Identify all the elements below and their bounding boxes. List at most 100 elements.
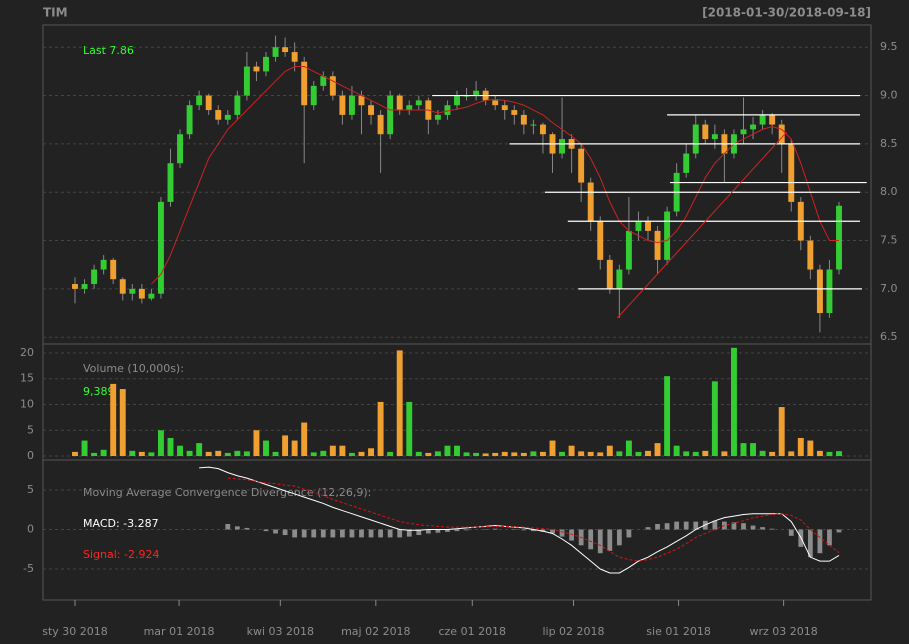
volume-bar [224,452,231,457]
candle-body [72,284,78,289]
candle-body [816,269,823,314]
volume-bar [387,451,394,457]
candle-body [215,110,222,120]
macd-histogram-bar [731,522,737,530]
y-tick-label: 8.0 [880,185,898,198]
y-tick-label: 0 [27,523,34,536]
macd-histogram-bar [683,521,689,530]
macd-histogram-bar [225,523,231,530]
volume-bar [511,452,518,457]
volume-bar [272,451,279,457]
volume-bar [72,451,78,457]
x-tick-label: cze 01 2018 [438,625,506,638]
macd-histogram-bar [244,527,250,530]
candle-body [91,269,98,285]
volume-bar [788,451,795,457]
volume-bar [377,401,384,457]
macd-histogram-bar [349,529,355,538]
candle-body [177,134,184,164]
volume-bar [587,451,594,457]
x-tick-label: sty 30 2018 [42,625,108,638]
volume-bar [778,407,785,457]
candle-body [826,269,833,314]
volume-bar [759,450,766,457]
volume-bar [578,451,585,457]
volume-bar [645,450,651,457]
candle-body [129,288,136,294]
volume-bar [750,443,757,457]
volume-bar [301,422,308,457]
volume-bar [177,445,184,457]
volume-bar [100,449,107,457]
macd-histogram-bar [760,527,765,530]
macd-histogram-bar [301,529,307,538]
volume-bar [291,440,298,457]
candle-body [196,95,203,106]
volume-bar [807,440,814,457]
macd-histogram-bar [464,529,469,531]
candle-body [444,105,451,115]
macd-histogram-bar [425,529,431,534]
volume-bar [683,451,690,457]
volume-bar [740,443,747,457]
macd-line [199,466,840,574]
volume-bar [730,347,737,457]
candle-body [224,114,231,120]
volume-bar [473,452,480,457]
candle-body [205,95,212,111]
macd-histogram-bar [626,529,632,538]
candle-body [454,95,460,106]
candle-body [683,153,690,173]
volume-bar [167,437,174,457]
candle-body [415,100,422,106]
candle-body [778,124,785,144]
trend-line [617,131,787,319]
macd-histogram-bar [340,529,345,538]
macd-histogram-bar [616,529,622,546]
macd-histogram-bar [817,529,823,554]
macd-histogram-bar [387,529,393,538]
candle-body [119,279,126,294]
volume-bar [310,452,317,457]
volume-bar [769,451,776,457]
volume-bar [530,451,537,457]
volume-bar [253,430,260,457]
y-tick-label: 6.5 [880,330,898,343]
volume-bar [492,452,499,457]
macd-histogram-bar [645,527,651,530]
signal-legend: Signal: -2.924 [83,548,159,561]
volume-bar [797,437,804,457]
x-tick-label: wrz 03 2018 [749,625,817,638]
x-tick-label: mar 01 2018 [144,625,215,638]
macd-histogram-bar [311,529,317,538]
candle-body [492,100,499,106]
macd-histogram-bar [378,529,383,538]
volume-bar [482,453,489,457]
candle-body [291,52,298,62]
candle-body [81,284,88,289]
macd-histogram-bar [445,529,450,532]
candle-body [339,95,346,115]
volume-bar [119,389,126,457]
macd-histogram-bar [454,529,460,532]
volume-bar [91,452,98,457]
volume-bar [463,452,470,457]
candle-body [692,124,699,154]
candle-body [511,110,518,115]
candle-body [559,139,566,154]
volume-bar [616,451,623,457]
candle-body [253,66,260,72]
volume-bar [243,451,250,457]
volume-bar [157,430,164,457]
volume-bar [692,451,699,457]
macd-histogram-bar [521,529,527,531]
volume-bar [148,452,155,457]
candle-body [616,269,623,289]
macd-histogram-bar [559,529,565,537]
macd-histogram-bar [406,529,412,537]
volume-bar [358,451,365,457]
macd-histogram-bar [359,529,364,538]
volume-bar [368,448,375,457]
macd-histogram-bar [263,529,269,532]
